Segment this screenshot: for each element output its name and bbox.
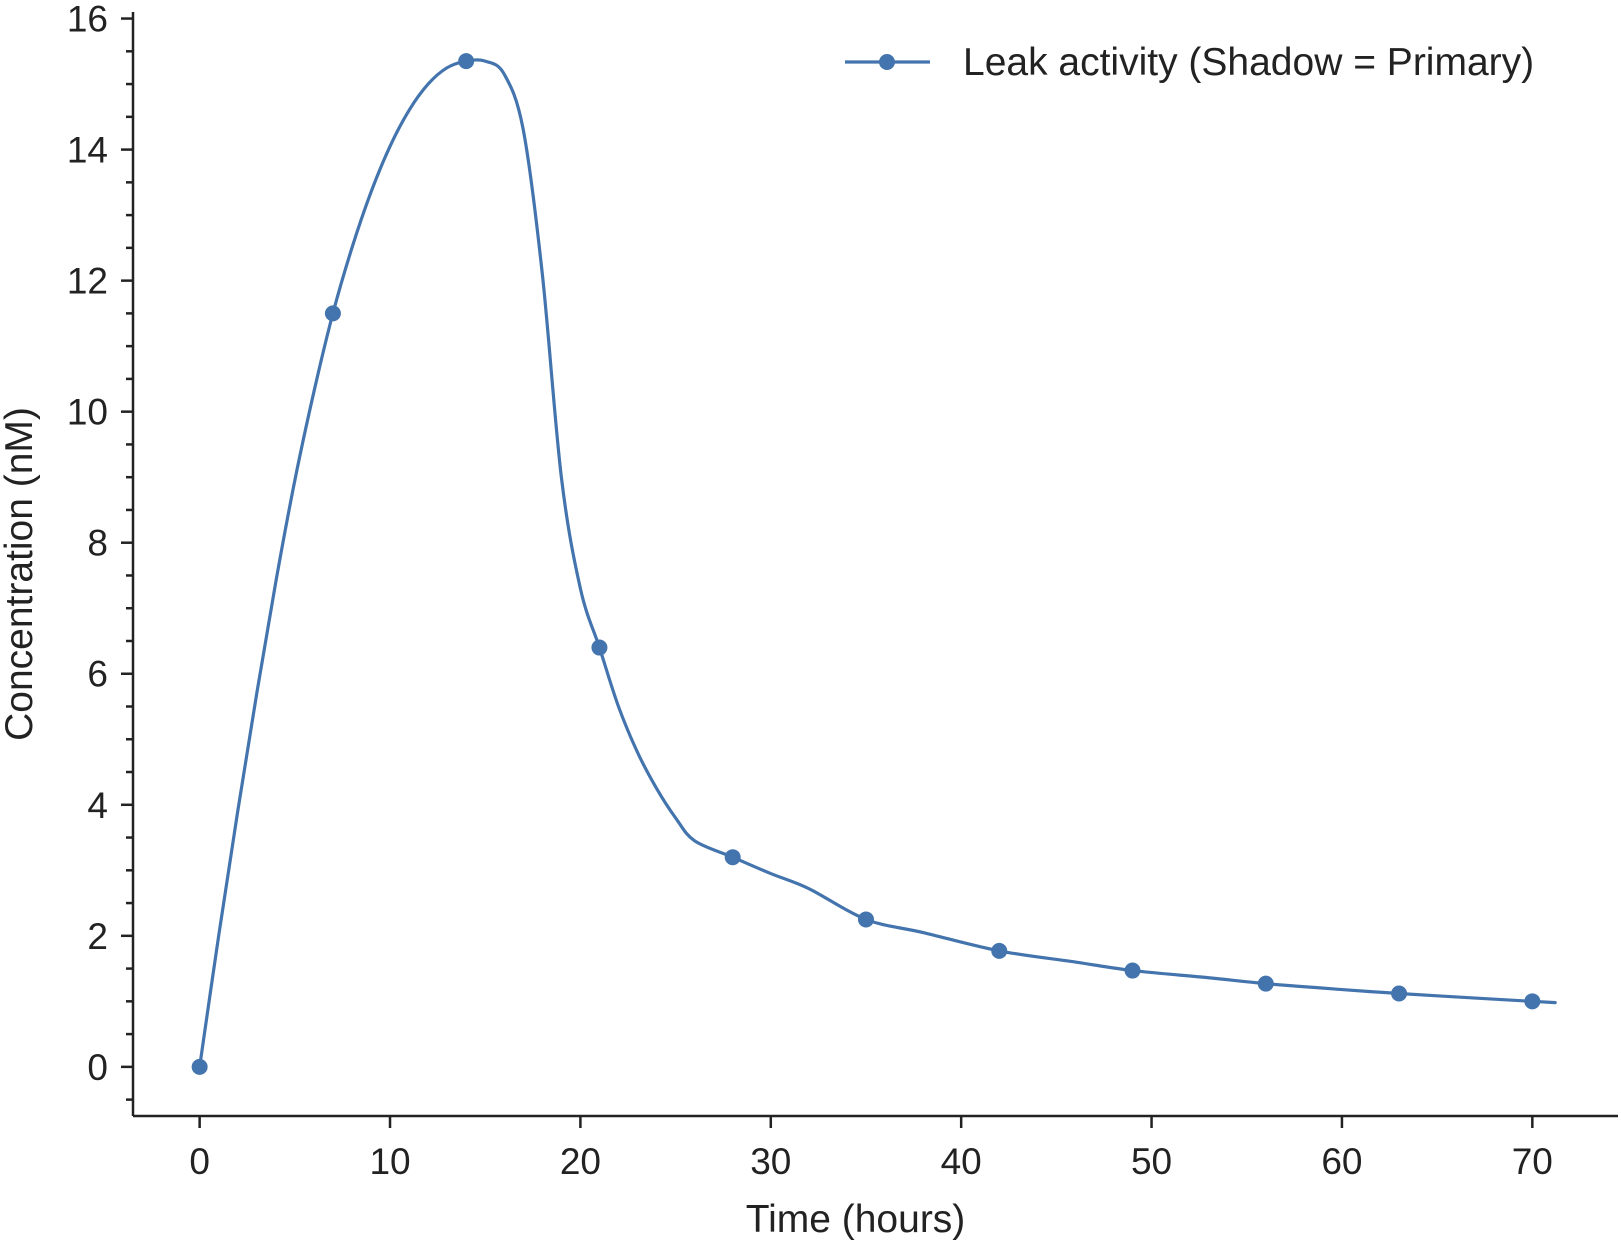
data-point — [1257, 975, 1274, 992]
y-axis-label: Concentration (nM) — [0, 407, 41, 741]
x-axis-label: Time (hours) — [746, 1198, 966, 1241]
series-line — [198, 58, 1557, 1069]
y-tick-label: 14 — [67, 130, 108, 171]
data-point — [191, 1058, 208, 1075]
data-point — [324, 305, 341, 322]
data-point — [1391, 985, 1408, 1002]
y-tick-label: 0 — [87, 1047, 108, 1088]
axes: 0 10 20 30 40 50 60 70 0 2 4 6 8 10 12 14 16 — [67, 0, 1618, 1182]
y-tick-label: 4 — [87, 785, 108, 826]
y-tick-label: 6 — [87, 654, 108, 695]
y-ticks: 0 2 4 6 8 10 12 14 16 — [67, 0, 133, 1101]
legend-marker — [879, 54, 895, 70]
y-tick-label: 16 — [67, 0, 108, 40]
x-tick-label: 0 — [189, 1141, 210, 1182]
data-point — [1124, 962, 1141, 979]
x-tick-label: 10 — [369, 1141, 410, 1182]
x-tick-label: 60 — [1321, 1141, 1362, 1182]
x-ticks: 0 10 20 30 40 50 60 70 — [189, 1116, 1553, 1182]
x-tick-label: 70 — [1512, 1141, 1553, 1182]
data-point — [458, 53, 475, 70]
plot-area — [191, 53, 1557, 1075]
y-tick-label: 2 — [87, 916, 108, 957]
legend-label: Leak activity (Shadow = Primary) — [963, 41, 1534, 84]
y-tick-label: 8 — [87, 523, 108, 564]
legend: Leak activity (Shadow = Primary) — [845, 41, 1534, 84]
data-point — [724, 849, 741, 866]
x-tick-label: 40 — [941, 1141, 982, 1182]
x-tick-label: 50 — [1131, 1141, 1172, 1182]
data-point — [591, 639, 608, 656]
data-point — [1524, 993, 1541, 1010]
data-point — [857, 911, 874, 928]
x-tick-label: 30 — [750, 1141, 791, 1182]
y-tick-label: 12 — [67, 261, 108, 302]
data-point — [991, 942, 1008, 959]
x-tick-label: 20 — [560, 1141, 601, 1182]
y-tick-label: 10 — [67, 392, 108, 433]
